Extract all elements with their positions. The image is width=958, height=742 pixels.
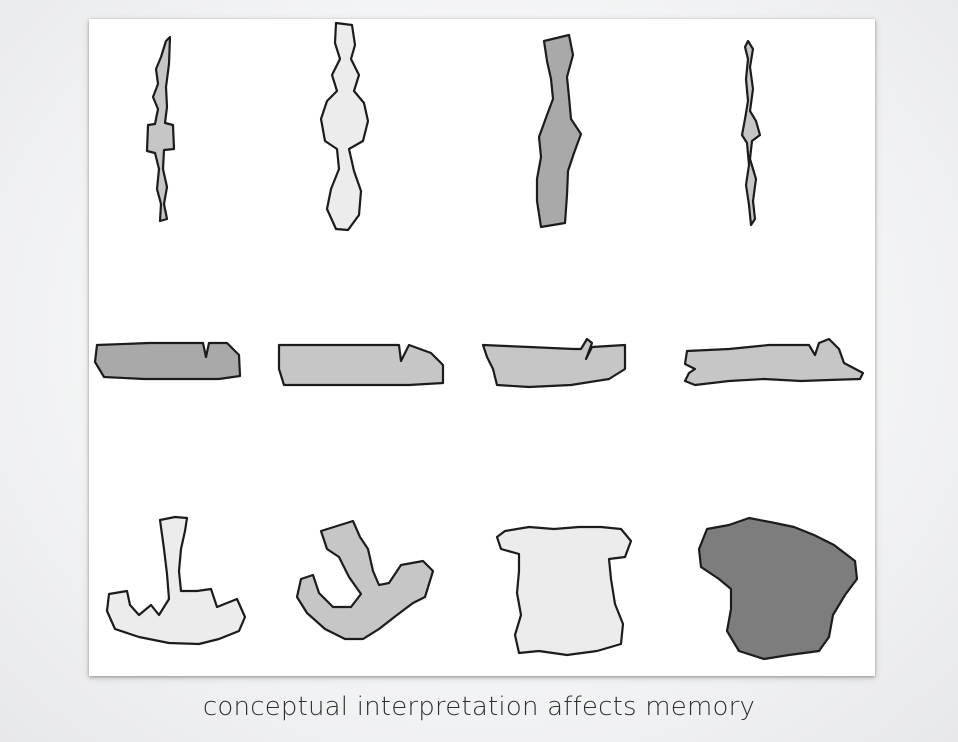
caption: conceptual interpretation affects memory [202,692,756,722]
shape-row3-col2 [295,519,435,641]
shape-row2-col1 [93,341,242,381]
shape-row2-col4 [683,337,865,387]
shape-row3-col1 [105,515,247,646]
shape-row1-col3 [535,33,583,229]
shape-row1-col2 [319,21,370,232]
shape-row2-col3 [481,337,627,389]
figure-panel [89,19,875,676]
shape-row1-col1 [145,35,176,223]
shape-row2-col2 [277,343,445,387]
shape-row1-col4 [740,39,762,227]
shapes-figure [93,21,865,661]
shape-row3-col3 [495,525,633,657]
shape-row3-col4 [697,516,859,661]
